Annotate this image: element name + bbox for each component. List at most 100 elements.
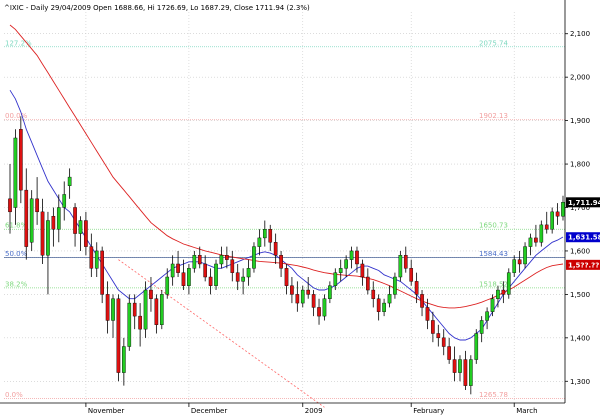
candle-body [550,211,554,230]
candle-body [138,315,142,330]
y-tick-label: 1,300 [570,378,590,386]
candle-body [284,268,289,286]
candle-body [338,268,343,273]
candle [203,255,208,282]
y-tick-label: 1,600 [570,247,590,255]
candle-body [143,289,148,330]
candle [398,250,403,282]
candle [382,298,386,317]
candle-body [409,268,414,282]
candle-body [360,263,365,278]
candle-body [89,246,94,269]
candle-body [208,276,213,286]
candle-body [214,263,218,286]
candle [40,198,45,264]
candle-body [506,272,511,295]
candle-body [203,263,208,278]
fib-level-right-label: 2075.74 [479,39,508,47]
candle-body [132,302,137,317]
candle-body [127,302,132,347]
y-tick-label: 2,100 [570,30,590,38]
fib-level-left-label: 50.0% [5,250,28,258]
candle [539,220,544,247]
candle [425,298,430,330]
candle-body [8,198,12,213]
candle [225,246,229,269]
candle [159,290,164,330]
candle [452,346,457,382]
candle [29,190,34,251]
candle [501,281,506,304]
candle-body [501,289,506,295]
candle-body [19,129,23,191]
candle-body [349,250,354,260]
candle [89,233,94,278]
fib-level-right-label: 1265.78 [479,391,508,399]
candle-body [317,307,321,317]
candle [230,250,235,282]
candle [311,290,316,317]
candle [84,211,88,256]
candle [431,311,435,343]
candle-body [469,359,473,386]
candle-body [539,224,544,243]
candle-body [420,294,424,308]
fib-levels: 127.2% 2075.74 00.0% 1902.13 61.8% 1650.73 50.… [4,39,565,399]
candle [165,268,170,299]
x-tick-label: March [516,407,537,415]
candle-body [268,229,273,243]
candle [143,281,148,338]
y-tick-label: 1,900 [570,117,590,125]
fib-level-left-label: 38.2% [5,280,28,288]
candle [317,298,321,325]
fib-level-right-label: 1902.13 [479,112,508,120]
candle [122,337,126,386]
candle [94,242,99,278]
chart-title: ^IXIC - Daily 29/04/2009 Open 1688.66, H… [4,4,310,12]
x-tick-label: 2009 [305,407,323,415]
candle-body [328,285,332,299]
candle-body [279,255,283,269]
candle [555,203,560,225]
candle-body [436,333,441,339]
candle [170,255,175,286]
candle-body [398,255,403,278]
candle [241,268,245,295]
candle-body [431,320,435,334]
candle [523,242,527,269]
candle-body [40,211,45,256]
y-tick-label: 2,000 [570,74,590,82]
x-tick-label: December [191,407,227,415]
candle-body [306,289,311,295]
candle [235,263,240,291]
fib-level-right-label: 1518.52 [479,280,508,288]
candle-body [311,294,316,308]
candle-body [159,294,164,325]
candle-body [485,311,489,321]
candle [371,281,376,308]
candle [127,294,132,351]
candle-body [365,276,370,291]
candle-body [181,272,186,286]
candle-body [46,220,50,256]
y-tick-label: 1,500 [570,291,590,299]
candle-body [235,272,240,282]
candle [8,164,12,234]
candle-body [262,229,267,239]
candle [349,246,354,269]
candle-body [463,359,468,386]
candle-body [122,346,126,373]
candle [35,177,39,225]
candle [517,250,522,273]
fib-level-left-label: 0.0% [5,391,23,399]
candle-body [252,246,256,269]
candle [67,168,72,199]
candle-body [154,298,159,326]
candle-body [300,289,305,304]
candle [176,250,180,278]
candle-body [479,320,484,334]
candle-body [490,298,495,312]
candle-body [170,263,175,278]
